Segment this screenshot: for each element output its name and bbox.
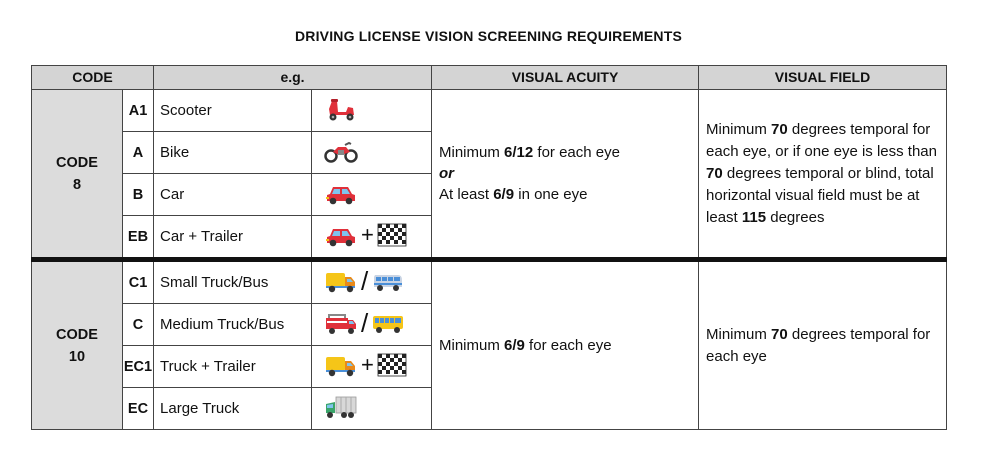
license-code: EC (121, 387, 155, 430)
group-label-code-8: CODE 8 (31, 89, 123, 260)
vehicle-label: Car + Trailer (153, 215, 313, 260)
plus-sign: + (361, 352, 374, 377)
visual-acuity-code-8: Minimum 6/12 for each eye or At least 6/… (431, 89, 700, 260)
checkered-flag-icon (377, 352, 407, 378)
table-row: CODE 8 A1 Scooter Minimum 6/12 for each … (31, 89, 948, 260)
page-title: DRIVING LICENSE VISION SCREENING REQUIRE… (294, 28, 683, 44)
car-icon (324, 180, 358, 206)
bus-icon (371, 310, 405, 336)
header-code: CODE (30, 65, 155, 90)
lorry-icon (324, 394, 358, 420)
vehicle-icons (311, 89, 433, 132)
license-code: A (121, 131, 155, 174)
header-visual-field: VISUAL FIELD (698, 65, 948, 90)
motorcycle-icon (324, 138, 358, 164)
vehicle-label: Medium Truck/Bus (153, 303, 313, 346)
slash-separator: / (361, 266, 369, 296)
checkered-flag-icon (377, 222, 407, 248)
license-code: EB (121, 215, 155, 260)
license-code: C1 (121, 257, 155, 304)
vehicle-label: Truck + Trailer (153, 345, 313, 388)
vehicle-icons: + (311, 215, 433, 260)
visual-acuity-code-10: Minimum 6/9 for each eye (431, 257, 700, 430)
delivery-truck-icon (324, 268, 358, 294)
table-row: EC Large Truck (32, 387, 947, 430)
table-row: B Car (32, 173, 947, 216)
vehicle-icons (311, 173, 433, 216)
table-row: A Bike (32, 131, 947, 174)
table-row: CODE 10 C1 Small Truck/Bus / Minimum 6/9… (31, 257, 948, 430)
vehicle-label: Car (153, 173, 313, 216)
vehicle-icons: / (311, 303, 433, 346)
fire-engine-icon (324, 310, 358, 336)
vehicle-label: Large Truck (153, 387, 313, 430)
vehicle-icons (311, 387, 433, 430)
plus-sign: + (361, 222, 374, 247)
visual-field-code-10: Minimum 70 degrees temporal for each eye (698, 257, 948, 430)
minibus-icon (371, 268, 405, 294)
group-label-code-10: CODE 10 (31, 257, 123, 430)
vehicle-icons: + (311, 345, 433, 388)
header-eg: e.g. (153, 65, 433, 90)
vehicle-label: Small Truck/Bus (153, 257, 313, 304)
visual-field-code-8: Minimum 70 degrees temporal for each eye… (698, 89, 948, 260)
vehicle-icons (311, 131, 433, 174)
car-icon (324, 222, 358, 248)
slash-separator: / (361, 308, 369, 338)
license-code: C (121, 303, 155, 346)
vehicle-label: Bike (153, 131, 313, 174)
license-code: A1 (121, 89, 155, 132)
table-row: EB Car + Trailer + (32, 215, 947, 260)
requirements-table: CODE e.g. VISUAL ACUITY VISUAL FIELD COD… (30, 65, 948, 430)
header-row: CODE e.g. VISUAL ACUITY VISUAL FIELD (30, 65, 948, 90)
vehicle-icons: / (311, 257, 433, 304)
scooter-icon (324, 96, 358, 122)
header-visual-acuity: VISUAL ACUITY (431, 65, 700, 90)
table-row: C Medium Truck/Bus / (32, 303, 947, 346)
delivery-truck-icon (324, 352, 358, 378)
license-code: EC1 (121, 345, 155, 388)
vehicle-label: Scooter (153, 89, 313, 132)
license-code: B (121, 173, 155, 216)
